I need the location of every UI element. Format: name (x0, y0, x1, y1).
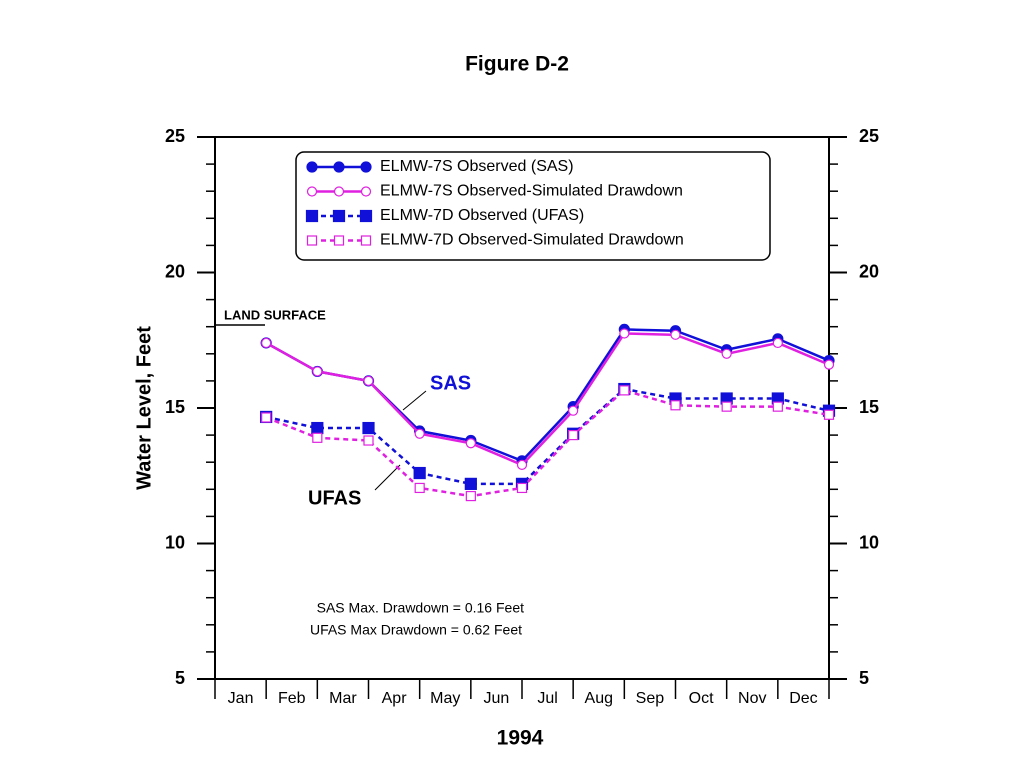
data-point (568, 430, 579, 441)
data-point (362, 421, 375, 435)
x-tick-label: Nov (738, 690, 766, 707)
data-point (568, 405, 579, 416)
annotation: UFAS (308, 487, 361, 509)
legend-label: ELMW-7S Observed (SAS) (380, 158, 574, 175)
x-tick-label: Aug (585, 690, 613, 707)
x-tick-label: Oct (689, 690, 714, 707)
y2-tick-label: 10 (859, 532, 879, 552)
annotation: SAS Max. Drawdown = 0.16 Feet (317, 600, 524, 616)
series-line (265, 387, 830, 486)
chart-title: Figure D-2 (465, 53, 569, 76)
legend-label: ELMW-7D Observed (UFAS) (380, 207, 584, 224)
y2-tick-label: 20 (859, 261, 879, 281)
data-point (516, 459, 528, 471)
y2-tick-label: 15 (859, 397, 879, 417)
x-axis-label: 1994 (497, 727, 544, 750)
x-tick-label: Jun (484, 690, 510, 707)
series-line (265, 388, 830, 498)
y-tick-label: 5 (175, 668, 185, 688)
data-point (465, 490, 476, 502)
legend-box (295, 151, 771, 261)
y2-tick-label: 25 (859, 126, 879, 146)
y-axis-label: Water Level, Feet (133, 326, 155, 490)
data-point (721, 401, 732, 412)
data-point (516, 482, 528, 494)
data-point (414, 428, 425, 439)
legend-marker (306, 235, 318, 246)
leader-line (402, 390, 427, 411)
y-tick-label: 10 (165, 532, 185, 552)
series-line (265, 332, 830, 467)
y-tick-label: 20 (165, 261, 185, 281)
legend-marker (333, 186, 345, 197)
data-point (772, 401, 783, 412)
x-tick-label: May (430, 690, 460, 707)
leader-line (374, 464, 401, 491)
data-point (363, 435, 374, 446)
data-point (465, 438, 476, 449)
data-point (311, 421, 324, 435)
legend-marker (360, 161, 372, 173)
legend-marker (360, 186, 372, 197)
data-point (261, 412, 272, 423)
data-point (464, 477, 477, 490)
data-point (823, 409, 835, 420)
data-point (414, 482, 425, 494)
legend-label: ELMW-7S Observed-Simulated Drawdown (380, 183, 683, 200)
legend-label: ELMW-7D Observed-Simulated Drawdown (380, 232, 684, 249)
x-tick-label: Feb (278, 690, 306, 707)
data-point (670, 400, 681, 411)
data-point (261, 337, 272, 349)
y2-tick-label: 5 (859, 668, 869, 688)
legend-marker (305, 209, 319, 223)
data-point (312, 366, 323, 377)
legend-marker (332, 209, 346, 223)
x-tick-label: Jul (537, 690, 557, 707)
legend-marker (333, 235, 345, 246)
legend-marker (333, 161, 345, 173)
legend-marker (359, 209, 373, 223)
data-point (772, 337, 783, 349)
x-tick-label: Dec (789, 690, 817, 707)
data-point (721, 348, 732, 359)
x-tick-label: Mar (329, 690, 357, 707)
legend-marker (306, 161, 318, 173)
x-tick-label: Sep (636, 690, 665, 707)
x-tick-label: Jan (228, 690, 254, 707)
data-point (670, 329, 681, 340)
annotation: LAND SURFACE (224, 307, 326, 322)
annotation: UFAS Max Drawdown = 0.62 Feet (310, 622, 522, 638)
data-point (312, 432, 323, 443)
y-tick-label: 15 (165, 397, 185, 417)
data-point (823, 359, 835, 370)
annotation: SAS (430, 372, 471, 394)
x-tick-label: Apr (382, 690, 408, 707)
y-tick-label: 25 (165, 126, 185, 146)
data-point (619, 385, 630, 396)
legend-marker (306, 186, 318, 197)
data-point (619, 328, 630, 339)
legend-marker (360, 235, 372, 246)
data-point (413, 466, 426, 480)
data-point (363, 375, 374, 386)
